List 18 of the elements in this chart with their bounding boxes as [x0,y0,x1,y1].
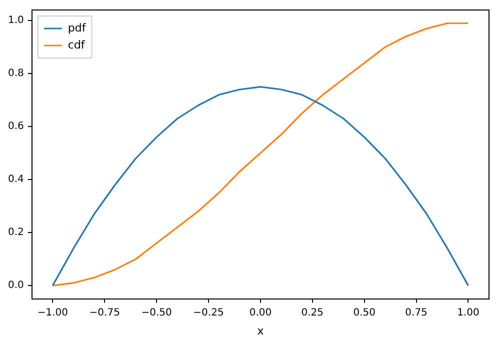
legend-label: pdf [68,21,87,34]
x-tick-label: 0.00 [249,307,272,318]
y-tick-label: 0.4 [8,174,24,186]
x-tick-label: −0.25 [193,307,224,318]
x-axis-title: x [257,324,264,338]
legend-label: cdf [68,38,86,52]
y-tick-label: 0.0 [8,280,24,292]
x-tick-label: −0.50 [141,307,172,318]
x-tick-label: 0.50 [353,307,376,318]
x-tick-label: −0.75 [89,307,120,318]
x-tick-label: 1.00 [457,307,480,318]
y-tick-label: 0.6 [8,121,24,132]
x-tick-label: 0.25 [301,307,324,318]
y-tick-label: 1.0 [8,15,24,26]
y-tick-label: 0.2 [8,227,24,238]
y-tick-label: 0.8 [8,68,24,80]
x-tick-label: 0.75 [405,307,428,318]
x-tick-label: −1.00 [37,307,68,318]
